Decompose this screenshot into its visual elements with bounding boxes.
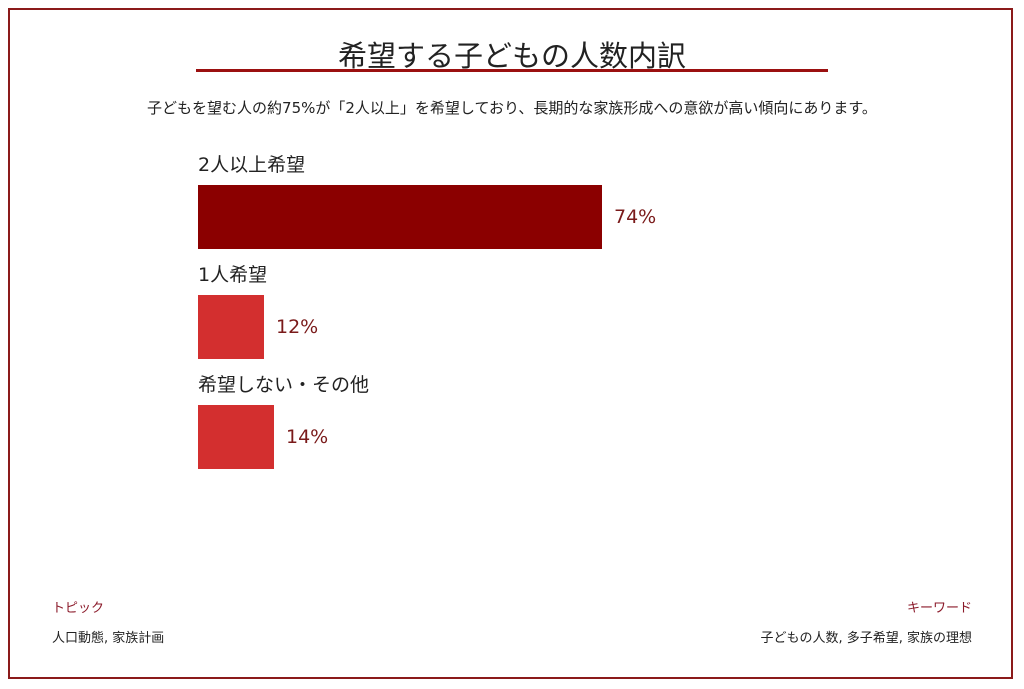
keyword-text: 子どもの人数, 多子希望, 家族の理想 (760, 631, 972, 646)
bar-value-label: 14% (286, 426, 329, 448)
topic-heading: トピック (52, 601, 105, 616)
bar (198, 185, 602, 249)
keyword-heading: キーワード (906, 601, 972, 616)
bar-row: 1人希望 12% (198, 260, 798, 370)
chart-subtitle: 子どもを望む人の約75%が「2人以上」を希望しており、長期的な家族形成への意欲が… (147, 99, 877, 117)
card-frame (8, 8, 1013, 679)
title-underline (196, 69, 828, 72)
bar (198, 295, 264, 359)
topic-section: トピック 人口動態, 家族計画 (52, 600, 164, 648)
page-title: 希望する子どもの人数内訳 (337, 39, 686, 73)
bar-label: 2人以上希望 (198, 154, 306, 176)
bar-row: 2人以上希望 74% (198, 150, 798, 260)
bar-label: 希望しない・その他 (198, 374, 370, 396)
bar-value-label: 12% (276, 316, 319, 338)
bar-chart: 2人以上希望 74% 1人希望 12% 希望しない・その他 14% (198, 150, 798, 490)
keyword-section: キーワード 子どもの人数, 多子希望, 家族の理想 (760, 600, 972, 648)
bar-value-label: 74% (614, 206, 657, 228)
bar (198, 405, 274, 469)
bar-row: 希望しない・その他 14% (198, 370, 798, 480)
bar-label: 1人希望 (198, 264, 268, 286)
topic-text: 人口動態, 家族計画 (52, 631, 165, 646)
